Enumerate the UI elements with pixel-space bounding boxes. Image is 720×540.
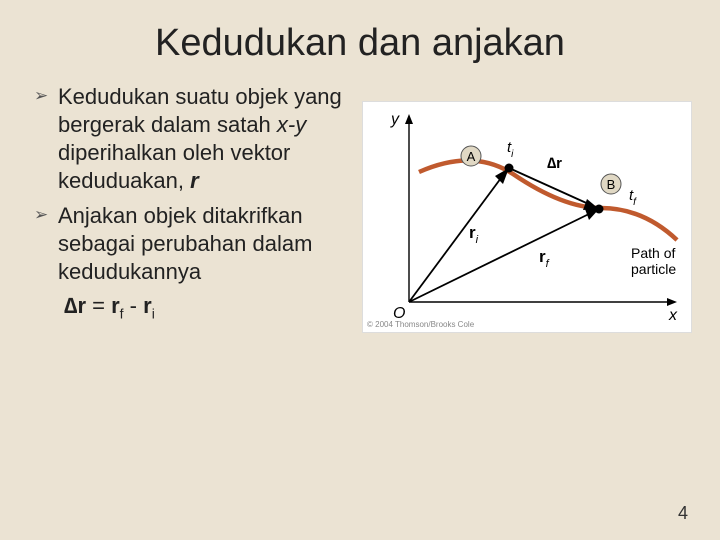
eq-ri-sub: i [152,305,155,321]
x-label: x [668,307,678,324]
badge-b-label: B [607,177,616,192]
point-b [595,205,604,214]
rf-vector [409,212,593,302]
figure-copyright: © 2004 Thomson/Brooks Cole [367,320,474,329]
dr-vector [509,168,593,206]
diagram-svg: y x O A B [363,102,693,334]
path-label-1: Path of [631,245,675,261]
tf-label: tf [629,187,637,208]
figure-container: y x O A B [362,83,700,333]
equation: ∆r = rf - ri [34,292,354,323]
b1-mid: diperihalkan oleh vektor keduduakan, [58,140,290,193]
y-label: y [390,111,400,128]
particle-path [419,160,677,240]
physics-diagram: y x O A B [362,101,692,333]
y-arrow [405,114,413,124]
slide-title: Kedudukan dan anjakan [0,0,720,83]
path-label-2: particle [631,261,676,277]
bullet-2: Anjakan objek ditakrifkan sebagai peruba… [34,202,354,286]
x-arrow [667,298,677,306]
point-a [505,164,514,173]
eq-eq: = [86,293,111,318]
ri-vector [409,174,504,302]
eq-ri: r [143,293,152,318]
dr-label: ∆r [547,155,562,172]
ti-label: ti [507,139,514,160]
content-row: Kedudukan suatu objek yang bergerak dala… [0,83,720,333]
eq-minus: - [124,293,144,318]
page-number: 4 [678,503,688,524]
eq-lhs: ∆r [64,293,86,318]
bullet-list: Kedudukan suatu objek yang bergerak dala… [34,83,362,333]
b1-r: r [190,168,199,193]
b1-xy: x-y [277,112,306,137]
ri-label: ri [469,223,479,246]
badge-a-label: A [467,149,476,164]
rf-label: rf [539,247,550,270]
eq-rf: r [111,293,120,318]
bullet-1: Kedudukan suatu objek yang bergerak dala… [34,83,354,196]
b2-text: Anjakan objek ditakrifkan sebagai peruba… [58,203,312,284]
